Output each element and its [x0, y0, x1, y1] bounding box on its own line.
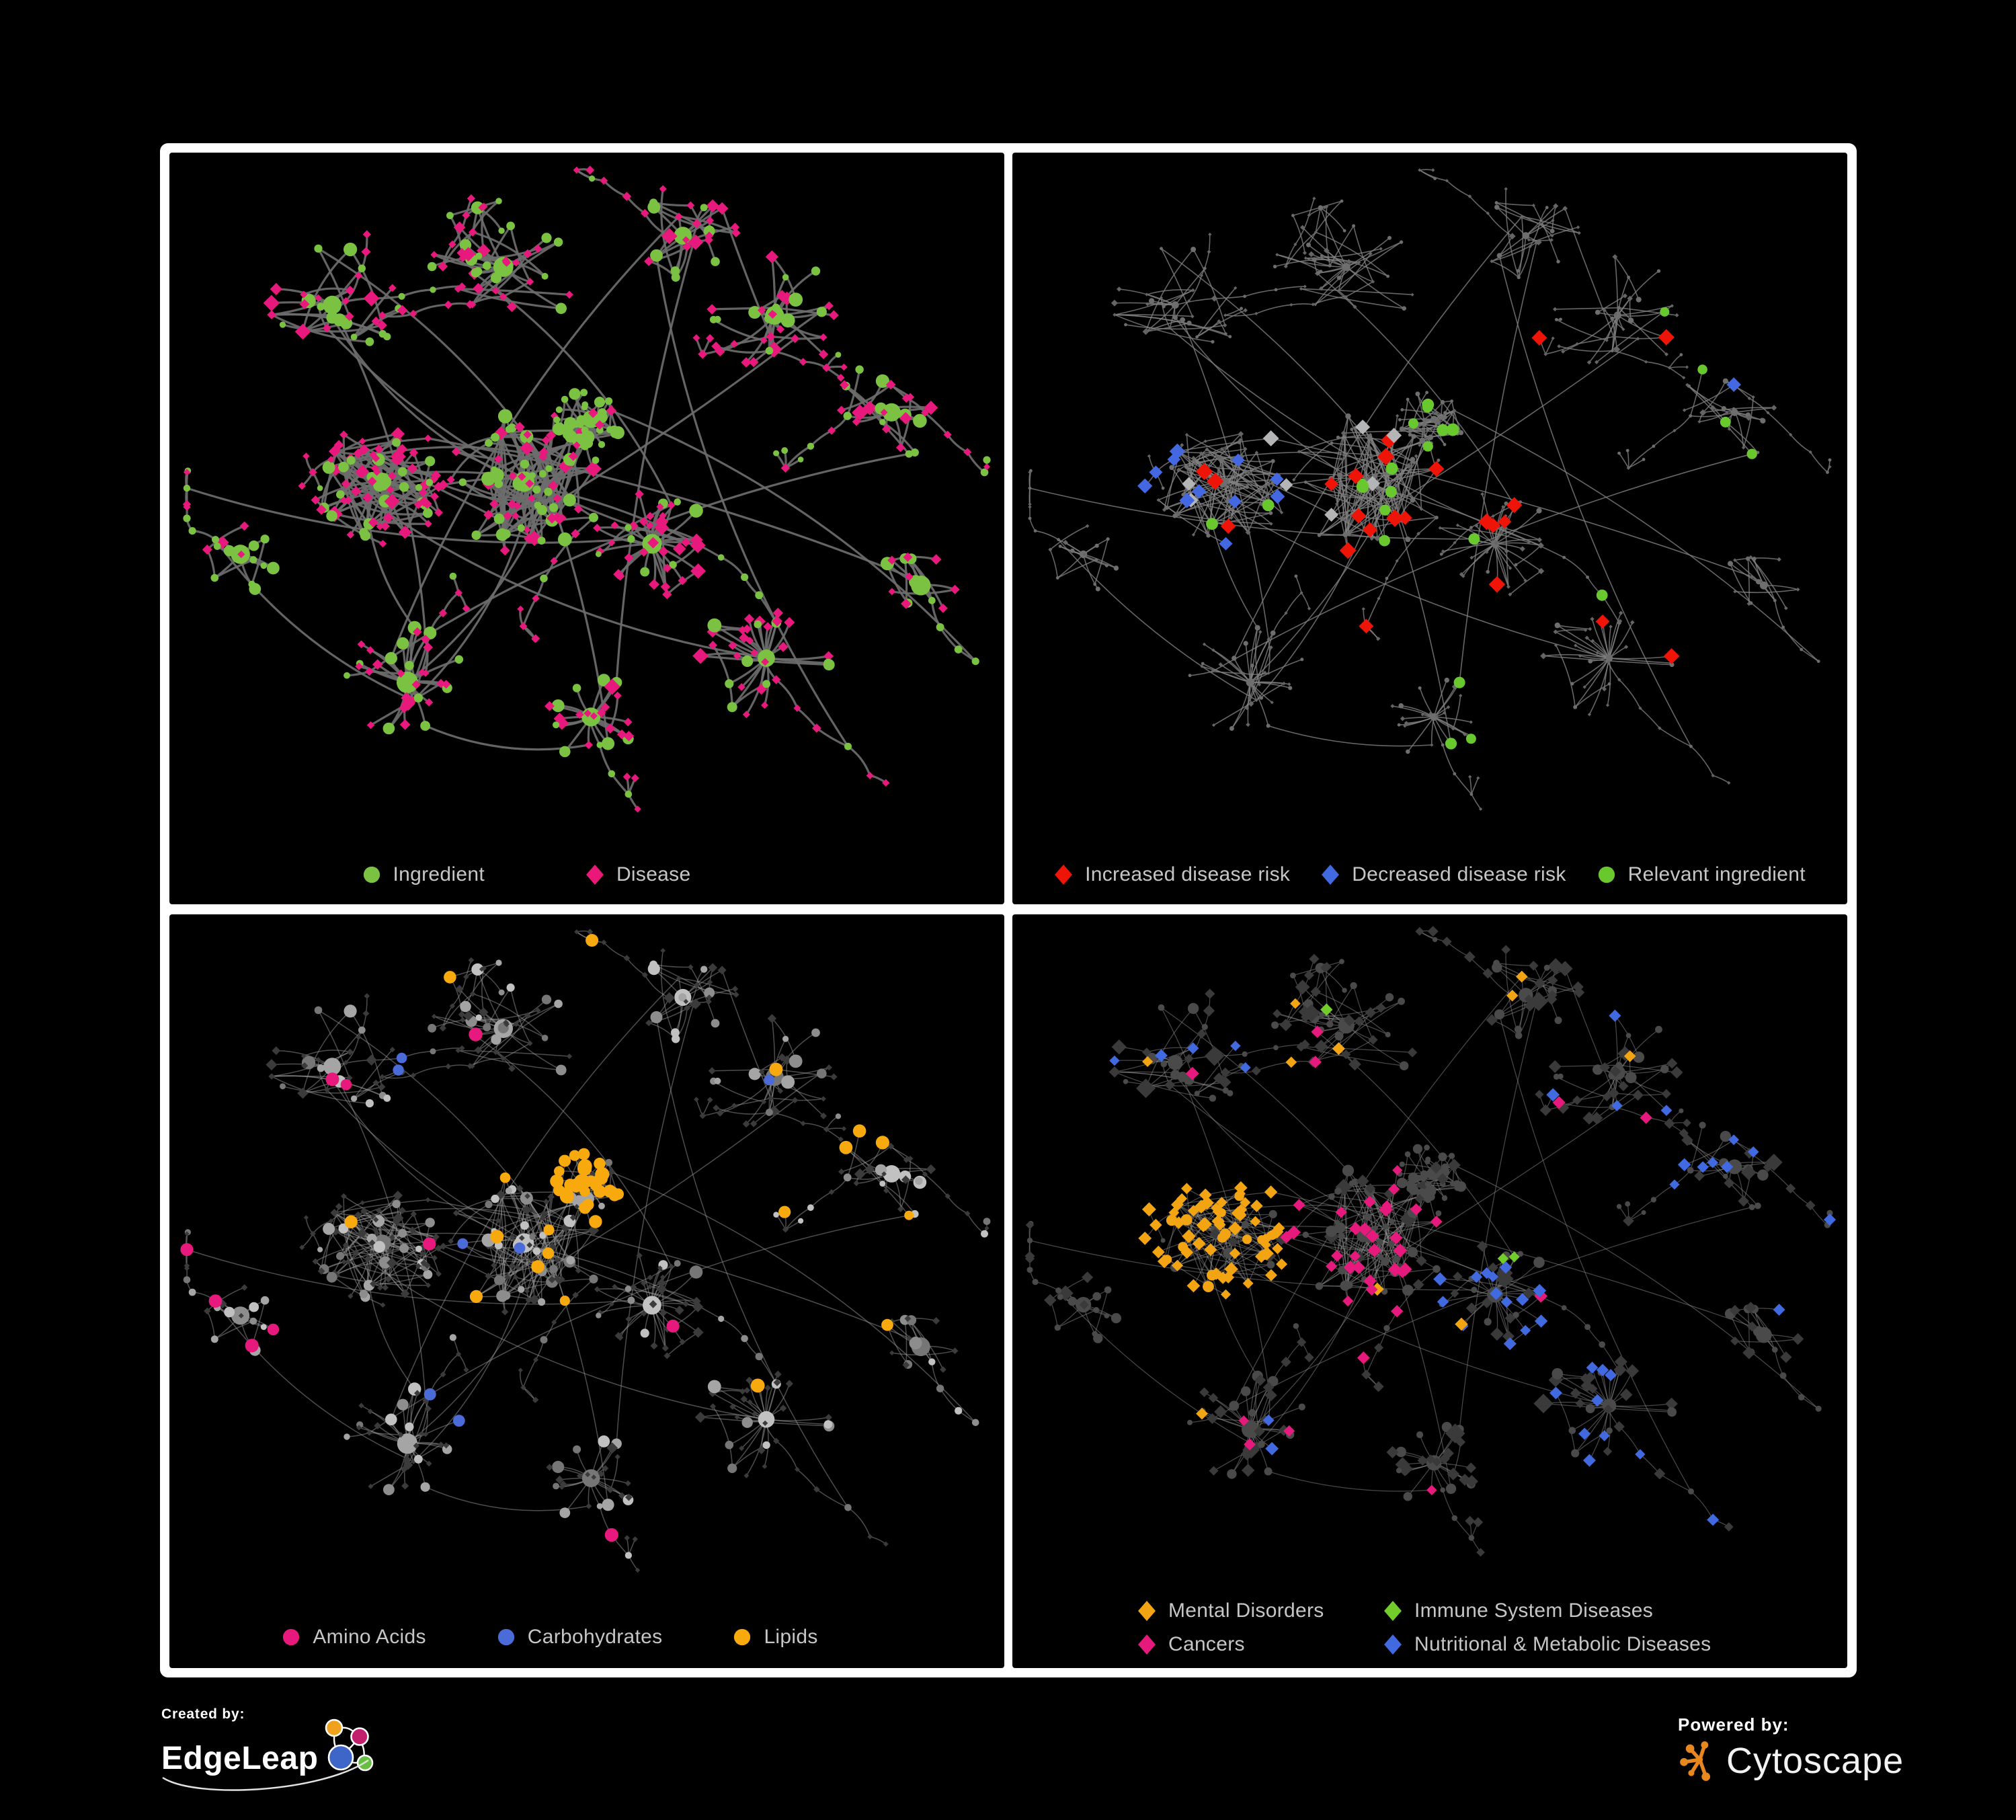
network-disease-classes	[1024, 926, 1837, 1557]
legend-diamond-icon	[1054, 864, 1073, 885]
network-disease-risk	[1028, 168, 1832, 811]
legend-item-carbohydrates: Carbohydrates	[497, 1626, 663, 1649]
legend-label: Nutritional & Metabolic Diseases	[1414, 1633, 1711, 1655]
legend-circle-icon	[1597, 865, 1616, 884]
legend-label: Amino Acids	[313, 1626, 426, 1648]
legend-item-nutritional-metabolic-diseases: Nutritional & Metabolic Diseases	[1383, 1633, 1711, 1656]
legend-label: Relevant ingredient	[1627, 863, 1806, 885]
created-by-label: Created by:	[161, 1706, 245, 1722]
legend-label: Lipids	[764, 1626, 818, 1648]
legend-circle-icon	[733, 1628, 752, 1647]
legend-diamond-icon	[586, 864, 604, 885]
powered-by-block: Powered by: Cytoscape	[1678, 1714, 1904, 1784]
legend-label: Carbohydrates	[527, 1626, 663, 1648]
legend-item-relevant-ingredient: Relevant ingredient	[1597, 863, 1806, 886]
cytoscape-brand-text: Cytoscape	[1726, 1741, 1904, 1781]
legend-label: Decreased disease risk	[1352, 863, 1566, 885]
legend-diamond-icon	[1321, 864, 1340, 885]
network-ingredient-disease	[182, 165, 991, 813]
legend-label: Increased disease risk	[1085, 863, 1291, 885]
legend-label: Disease	[616, 863, 691, 885]
network-nutrient-classes	[180, 928, 991, 1573]
created-by-block: Created by: EdgeLeap	[161, 1706, 403, 1814]
legend-circle-icon	[282, 1628, 300, 1647]
edgeleap-logo-icon	[325, 1718, 374, 1772]
panel-nutrient-classes: Amino Acids Carbohydrates Lipids	[169, 914, 1004, 1668]
legend-diamond-icon	[1137, 1634, 1156, 1655]
panel-disease-classes: Mental Disorders Immune System Diseases Ca…	[1012, 914, 1847, 1668]
legend-nutrient-classes: Amino Acids Carbohydrates Lipids	[169, 1606, 1004, 1668]
legend-label: Ingredient	[393, 863, 485, 885]
legend-row: Increased disease risk Decreased disease …	[1054, 863, 1806, 886]
legend-disease-classes: Mental Disorders Immune System Diseases Ca…	[1012, 1587, 1847, 1668]
cytoscape-logo-icon	[1680, 1741, 1711, 1781]
legend-label: Mental Disorders	[1168, 1599, 1324, 1622]
legend-ingredient-disease: Ingredient Disease	[169, 845, 1004, 904]
legend-row: Cancers Nutritional & Metabolic Diseases	[1137, 1633, 1711, 1656]
edgeleap-swoosh-icon	[162, 1759, 369, 1791]
legend-item-amino-acids: Amino Acids	[282, 1626, 426, 1649]
panel-ingredient-disease: Ingredient Disease	[169, 153, 1004, 904]
legend-diamond-icon	[1137, 1600, 1156, 1622]
legend-circle-icon	[497, 1628, 516, 1647]
legend-item-immune-system-diseases: Immune System Diseases	[1383, 1599, 1653, 1622]
panels-frame: Ingredient Disease Increased disease risk…	[160, 143, 1857, 1677]
legend-diamond-icon	[1383, 1600, 1402, 1622]
legend-item-increased-disease-risk: Increased disease risk	[1054, 863, 1290, 886]
legend-diamond-icon	[1383, 1634, 1402, 1655]
legend-label: Cancers	[1168, 1633, 1245, 1655]
legend-label: Immune System Diseases	[1414, 1599, 1654, 1622]
legend-row: Ingredient Disease	[362, 863, 691, 886]
legend-row: Mental Disorders Immune System Diseases	[1137, 1599, 1653, 1622]
legend-item-decreased-disease-risk: Decreased disease risk	[1321, 863, 1566, 886]
legend-disease-risk: Increased disease risk Decreased disease …	[1012, 845, 1847, 904]
legend-item-disease: Disease	[586, 863, 690, 886]
panel-disease-risk: Increased disease risk Decreased disease …	[1012, 153, 1847, 904]
legend-circle-icon	[362, 865, 381, 884]
edgeleap-brand-text: EdgeLeap	[161, 1741, 319, 1776]
legend-row: Amino Acids Carbohydrates Lipids	[282, 1626, 817, 1649]
legend-item-ingredient: Ingredient	[362, 863, 485, 886]
powered-by-label: Powered by:	[1678, 1714, 1789, 1735]
legend-item-lipids: Lipids	[733, 1626, 817, 1649]
legend-item-cancers: Cancers	[1137, 1633, 1383, 1656]
legend-item-mental-disorders: Mental Disorders	[1137, 1599, 1383, 1622]
